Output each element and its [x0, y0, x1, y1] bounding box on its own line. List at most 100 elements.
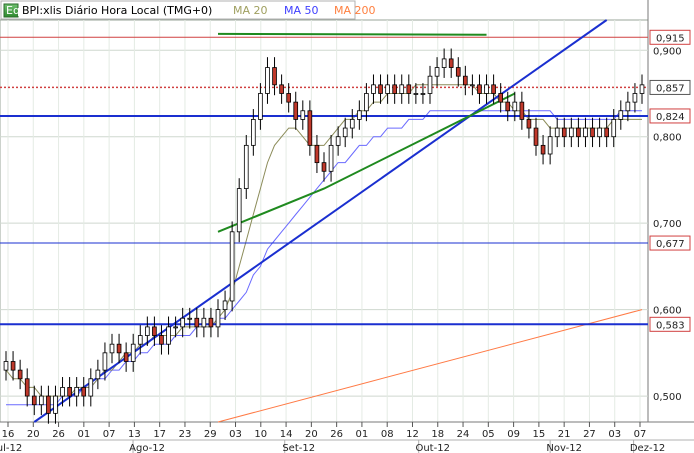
candle-body [357, 110, 362, 120]
candle-body [109, 343, 115, 354]
candle-body [243, 144, 249, 189]
x-tick-label: 03 [229, 429, 242, 440]
month-label: Ago-12 [129, 443, 165, 453]
candle-body [399, 84, 405, 94]
candle-body [632, 93, 638, 103]
x-tick-label: 01 [356, 429, 369, 440]
legend: Eq BPI:xlis Diário Hora Local (TMG+0) MA… [0, 0, 376, 20]
candle-body [590, 127, 595, 138]
price-level-label: 0,915 [656, 33, 685, 44]
x-tick-label: 15 [533, 429, 546, 440]
candle-body [406, 84, 412, 94]
candle-body [547, 136, 553, 155]
legend-ma50[interactable]: MA 50 [284, 4, 319, 17]
x-tick-label: 01 [77, 429, 90, 440]
candle-body [17, 369, 23, 380]
price-level-label: 0,857 [656, 83, 685, 94]
month-label: Jul-12 [0, 443, 22, 453]
candle-body [145, 326, 150, 336]
x-tick-label: 07 [103, 429, 116, 440]
legend-ma200[interactable]: MA 200 [334, 4, 376, 17]
candle-body [166, 326, 171, 345]
uptrend-line [33, 19, 608, 423]
candle-body [477, 84, 482, 94]
green-trend-line [217, 92, 516, 233]
candle-body [258, 93, 263, 120]
candle-body [569, 127, 574, 138]
candle-body [328, 144, 334, 172]
candle-body [618, 110, 624, 120]
candle-body [392, 84, 397, 94]
legend-ma20[interactable]: MA 20 [233, 4, 268, 17]
x-tick-label: 24 [457, 429, 470, 440]
candle-body [208, 317, 214, 328]
candle-body [31, 395, 37, 406]
candle-body [554, 127, 560, 138]
x-tick-label: 23 [179, 429, 192, 440]
candle-body [321, 162, 327, 172]
candle-body [102, 352, 108, 371]
candle-body [67, 387, 72, 397]
candle-body [194, 317, 200, 328]
candle-body [180, 317, 185, 328]
candle-body [265, 67, 270, 94]
candle-body [639, 84, 645, 94]
candle-body [81, 387, 87, 397]
candle-body [74, 387, 79, 397]
x-tick-label: 26 [330, 429, 343, 440]
y-tick-label: 0,600 [653, 306, 682, 317]
candles [3, 48, 645, 424]
month-label: Out-12 [415, 443, 449, 453]
candle-body [470, 84, 475, 87]
eq-badge[interactable] [3, 3, 19, 18]
x-tick-label: 03 [608, 429, 621, 440]
price-level-label: 0,583 [656, 320, 685, 331]
candle-body [427, 75, 433, 94]
candle-body [604, 127, 609, 138]
candle-body [434, 67, 440, 77]
candle-body [300, 110, 306, 120]
candle-body [3, 361, 9, 371]
candle-body [498, 93, 503, 103]
x-tick-label: 12 [406, 429, 419, 440]
candle-body [491, 84, 496, 94]
candle-body [159, 335, 164, 345]
candle-body [39, 395, 44, 406]
price-level-box [649, 235, 691, 251]
candle-body [625, 101, 631, 112]
x-tick-label: 07 [634, 429, 647, 440]
x-tick-label: 20 [305, 429, 318, 440]
candle-body [293, 101, 299, 120]
candle-body [349, 119, 355, 129]
candle-body [611, 119, 617, 138]
x-tick-label: 13 [128, 429, 141, 440]
candle-body [526, 119, 532, 129]
candle-body [130, 343, 136, 362]
candle-body [335, 136, 341, 146]
price-levels: 0,915 0,857 0,824 0,677 0,583 [0, 29, 691, 332]
x-tick-label: 29 [204, 429, 217, 440]
candle-body [307, 110, 313, 146]
candle-body [597, 127, 602, 138]
x-tick-label: 05 [482, 429, 495, 440]
y-tick-label: 0,700 [653, 219, 682, 230]
candle-body [378, 84, 383, 94]
candle-body [173, 326, 178, 329]
month-label: Dez-12 [630, 443, 665, 453]
x-tick-label: 10 [254, 429, 267, 440]
candle-body [583, 127, 588, 138]
price-level-box [649, 108, 691, 124]
x-tick-label: 14 [280, 429, 293, 440]
trend-lines [33, 19, 608, 423]
legend-box [0, 0, 356, 20]
x-tick-label: 09 [507, 429, 520, 440]
y-tick-label: 0,800 [653, 133, 682, 144]
candle-body [385, 84, 390, 94]
x-tick-label: 20 [27, 429, 40, 440]
x-tick-label: 16 [2, 429, 15, 440]
candle-body [484, 84, 489, 94]
price-axis-panel [648, 0, 694, 453]
resistance-line [217, 32, 487, 36]
